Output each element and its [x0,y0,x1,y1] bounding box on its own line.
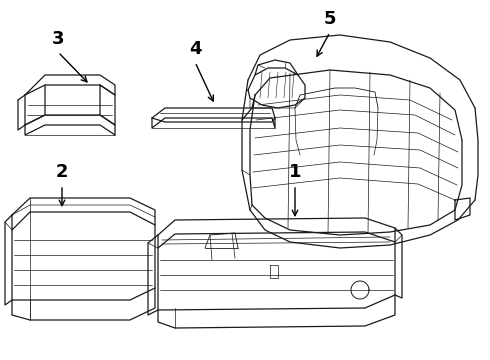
Text: 5: 5 [324,10,336,28]
Text: 3: 3 [52,30,64,48]
Text: 2: 2 [56,163,68,181]
Text: 1: 1 [289,163,301,181]
Text: 4: 4 [189,40,201,58]
